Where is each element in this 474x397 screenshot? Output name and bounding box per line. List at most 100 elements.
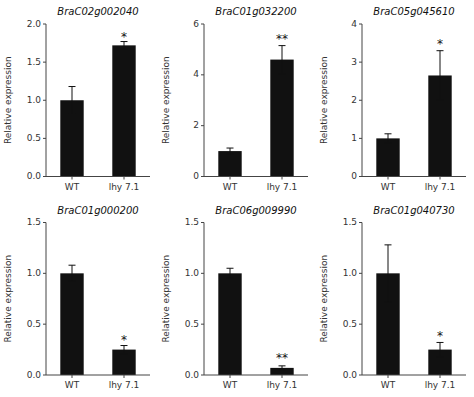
title: BraC05g045610 xyxy=(373,6,454,17)
error-line xyxy=(72,87,73,114)
significance: * xyxy=(437,37,443,51)
error-bar xyxy=(121,346,128,354)
bar xyxy=(376,138,399,176)
x-tick-label: lhy 7.1 xyxy=(267,182,298,192)
title: BraC01g000200 xyxy=(57,205,138,216)
error-cap xyxy=(385,133,392,134)
x-axis-line xyxy=(46,176,150,177)
y-tick xyxy=(359,62,362,63)
error-cap xyxy=(227,148,234,149)
y-tick-label: 0.0 xyxy=(27,370,42,380)
y-tick xyxy=(43,273,46,274)
error-bar xyxy=(279,366,286,370)
y-tick-label: 1.5 xyxy=(27,217,41,227)
error-bar xyxy=(437,342,444,356)
bar xyxy=(112,350,135,375)
error-cap xyxy=(385,301,392,302)
bar xyxy=(218,151,241,176)
y-axis-line xyxy=(362,223,363,376)
marks xyxy=(218,268,293,375)
x-tick xyxy=(282,375,283,378)
x-tick-label: lhy 7.1 xyxy=(267,380,298,390)
y-axis-label: Relative expression xyxy=(161,255,171,343)
y-tick xyxy=(359,324,362,325)
y-tick xyxy=(201,24,204,25)
y-tick xyxy=(43,24,46,25)
error-line xyxy=(230,268,231,278)
y-tick-label: 1.0 xyxy=(185,268,200,278)
x-axis-line xyxy=(362,375,466,376)
y-tick xyxy=(359,273,362,274)
y-tick xyxy=(43,375,46,376)
y-axis-line xyxy=(204,223,205,376)
y-tick-label: 1.5 xyxy=(343,217,357,227)
panel: 0.00.51.01.5WTlhy 7.1**BraC06g009990Rela… xyxy=(161,205,308,391)
y-tick xyxy=(43,324,46,325)
panel: 0.00.51.01.5WTlhy 7.1*BraC01g000200Relat… xyxy=(3,205,150,391)
figure: 0.00.51.01.52.0WTlhy 7.1*BraC02g002040Re… xyxy=(0,0,474,397)
x-tick xyxy=(72,177,73,180)
x-tick-label: lhy 7.1 xyxy=(425,380,456,390)
y-tick-label: 4 xyxy=(193,69,199,79)
error-cap xyxy=(227,278,234,279)
error-line xyxy=(440,342,441,356)
y-tick xyxy=(359,222,362,223)
y-tick xyxy=(359,375,362,376)
significance: * xyxy=(121,333,127,347)
x-tick-label: lhy 7.1 xyxy=(109,182,140,192)
significance: * xyxy=(437,329,443,343)
error-bar xyxy=(69,265,76,281)
x-tick xyxy=(282,177,283,180)
y-axis-label: Relative expression xyxy=(319,255,329,343)
y-tick-label: 1.0 xyxy=(343,268,358,278)
x-tick xyxy=(72,375,73,378)
y-tick xyxy=(43,138,46,139)
error-cap xyxy=(385,142,392,143)
y-tick-label: 2 xyxy=(193,120,199,130)
significance: ** xyxy=(276,32,288,46)
error-cap xyxy=(69,86,76,87)
y-tick-label: 0 xyxy=(193,171,199,181)
y-axis-line xyxy=(204,24,205,177)
x-axis-line xyxy=(204,176,308,177)
panel: 01234WTlhy 7.1*BraC05g045610Relative exp… xyxy=(319,6,466,192)
y-tick-label: 0.0 xyxy=(185,370,200,380)
y-axis-label: Relative expression xyxy=(161,56,171,144)
error-line xyxy=(72,265,73,281)
y-tick xyxy=(359,176,362,177)
error-cap xyxy=(279,73,286,74)
marks xyxy=(218,46,293,177)
error-bar xyxy=(227,268,234,278)
bar xyxy=(270,60,293,177)
y-tick-label: 1.0 xyxy=(27,268,42,278)
error-line xyxy=(230,148,231,154)
title: BraC02g002040 xyxy=(57,6,138,17)
error-cap xyxy=(227,154,234,155)
y-tick-label: 6 xyxy=(193,19,199,29)
error-cap xyxy=(121,49,128,50)
y-tick xyxy=(43,222,46,223)
y-tick xyxy=(43,176,46,177)
y-tick-label: 0.5 xyxy=(185,319,199,329)
marks xyxy=(376,245,451,375)
title: BraC06g009990 xyxy=(215,205,296,216)
bar xyxy=(218,273,241,375)
error-bar xyxy=(279,46,286,74)
bar xyxy=(60,273,83,375)
x-tick xyxy=(124,375,125,378)
error-line xyxy=(282,46,283,74)
y-tick-label: 2 xyxy=(351,95,357,105)
error-cap xyxy=(121,353,128,354)
y-tick xyxy=(201,222,204,223)
y-tick-label: 1.5 xyxy=(185,217,199,227)
y-tick-label: 1.0 xyxy=(27,95,42,105)
x-tick-label: WT xyxy=(223,182,238,192)
x-axis-line xyxy=(46,375,150,376)
panel: 0.00.51.01.52.0WTlhy 7.1*BraC02g002040Re… xyxy=(3,6,150,192)
y-tick xyxy=(201,324,204,325)
x-tick-label: WT xyxy=(223,380,238,390)
title: BraC01g040730 xyxy=(373,205,454,216)
y-tick-label: 0.5 xyxy=(27,319,41,329)
y-axis-label: Relative expression xyxy=(3,56,13,144)
y-tick-label: 1.5 xyxy=(27,57,41,67)
